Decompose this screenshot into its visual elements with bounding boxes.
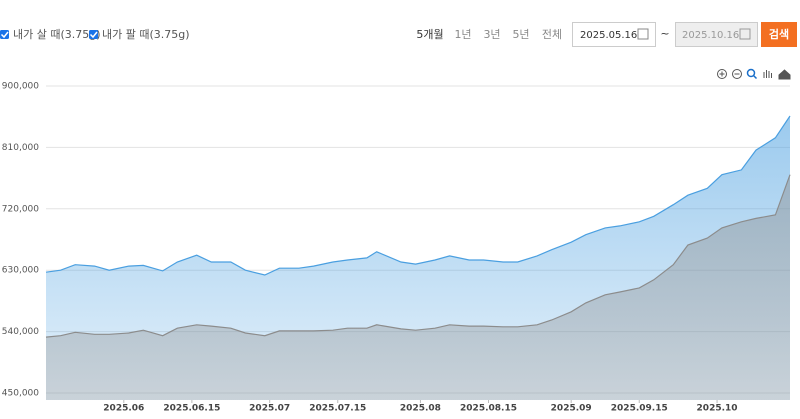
search-button[interactable] (761, 22, 797, 47)
period-button[interactable]: 전체 (542, 28, 562, 41)
calendar-icon[interactable] (739, 28, 751, 40)
checkbox[interactable] (0, 30, 9, 39)
zoom-out[interactable] (732, 69, 742, 79)
search-label: 검색 (769, 27, 789, 41)
y-tick-label: 450,000 (2, 389, 39, 399)
x-tick-label: 2025.07.15 (309, 404, 366, 414)
y-tick-label: 540,000 (2, 327, 39, 337)
x-tick-label: 2025.08 (400, 404, 441, 414)
end-date: 2025.10.16 (682, 30, 739, 41)
checkbox[interactable] (89, 30, 98, 39)
period-button[interactable]: 3년 (483, 28, 500, 41)
chart-toolbar (717, 68, 791, 80)
x-tick-label: 2025.06 (103, 404, 144, 414)
legend-label[interactable]: 내가 팔 때(3.75g) (102, 28, 190, 41)
legend: 내가 살 때(3.75g) 내가 팔 때(3.75g) (0, 28, 190, 41)
line (45, 115, 791, 276)
pan[interactable] (763, 70, 772, 78)
period-button[interactable]: 5개월 (416, 28, 443, 41)
line (45, 174, 791, 338)
area (46, 174, 790, 400)
y-tick-label: 900,000 (2, 82, 39, 92)
x-tick-label: 2025.09 (551, 404, 592, 414)
x-tick-label: 2025.09.15 (611, 404, 668, 414)
x-tick-label: 2025.07 (249, 404, 290, 414)
start-date-input[interactable] (572, 22, 656, 47)
y-tick-label: 630,000 (2, 266, 39, 276)
end-date-input[interactable] (675, 22, 758, 47)
zoom-in[interactable] (717, 69, 727, 79)
check-mark (89, 31, 98, 39)
home[interactable] (778, 69, 791, 80)
calendar-icon[interactable] (637, 28, 649, 40)
start-date: 2025.05.16 (580, 30, 637, 41)
plot: 450,000 540,000 630,000 720,000 810,000 900,0… (2, 82, 791, 414)
x-tick-label: 2025.08.15 (460, 404, 517, 414)
y-tick-label: 720,000 (2, 204, 39, 214)
date-separator: ~ (660, 27, 669, 40)
x-tick-label: 2025.06.15 (163, 404, 220, 414)
period-button[interactable]: 5년 (512, 28, 529, 41)
x-tick-label: 2025.10 (697, 404, 738, 414)
check-mark (0, 31, 9, 39)
y-tick-label: 810,000 (2, 143, 39, 153)
legend-label[interactable]: 내가 살 때(3.75g) (13, 28, 101, 41)
period-button[interactable]: 1년 (454, 28, 471, 41)
zoom[interactable] (746, 68, 756, 78)
